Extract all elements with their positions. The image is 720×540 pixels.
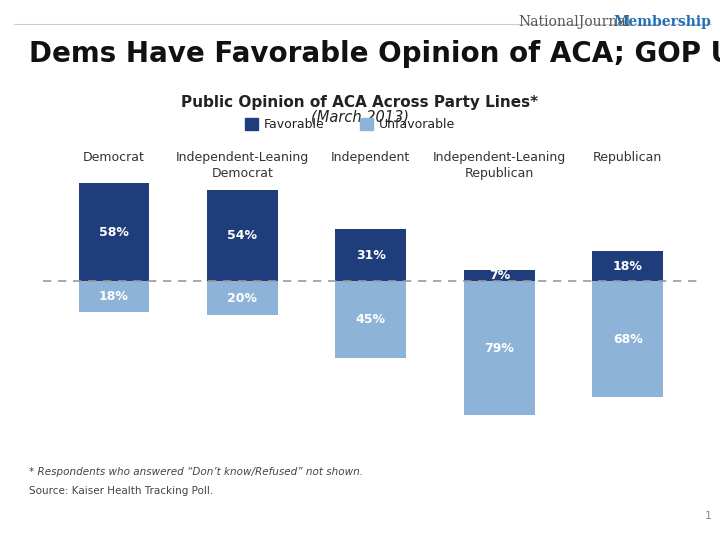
Bar: [78, 183, 149, 281]
Text: 79%: 79%: [485, 342, 514, 355]
Bar: [336, 281, 406, 357]
Text: 68%: 68%: [613, 333, 643, 346]
Text: 7%: 7%: [489, 269, 510, 282]
Bar: [593, 251, 663, 281]
Text: Independent-Leaning
Republican: Independent-Leaning Republican: [433, 151, 566, 180]
Text: 18%: 18%: [99, 290, 129, 303]
Text: Source: Kaiser Health Tracking Poll.: Source: Kaiser Health Tracking Poll.: [29, 486, 213, 496]
Bar: [593, 281, 663, 397]
Text: Democrat: Democrat: [83, 151, 145, 164]
Bar: [207, 281, 278, 315]
Bar: [464, 269, 534, 281]
Text: 18%: 18%: [613, 260, 643, 273]
Bar: [78, 281, 149, 312]
Text: Public Opinion of ACA Across Party Lines*: Public Opinion of ACA Across Party Lines…: [181, 94, 539, 110]
Text: NationalJournal: NationalJournal: [518, 15, 631, 29]
Text: Favorable: Favorable: [264, 118, 324, 131]
Bar: [336, 229, 406, 281]
Text: (March 2013): (March 2013): [311, 110, 409, 125]
Text: Independent-Leaning
Democrat: Independent-Leaning Democrat: [176, 151, 309, 180]
Bar: [207, 190, 278, 281]
Text: * Respondents who answered “Don’t know/Refused” not shown.: * Respondents who answered “Don’t know/R…: [29, 467, 363, 477]
Text: 54%: 54%: [228, 229, 257, 242]
Bar: [464, 281, 534, 415]
Text: Unfavorable: Unfavorable: [379, 118, 455, 131]
Text: 31%: 31%: [356, 248, 386, 261]
Text: 20%: 20%: [228, 292, 257, 305]
Text: Independent: Independent: [331, 151, 410, 164]
Text: Membership: Membership: [613, 15, 711, 29]
Text: Dems Have Favorable Opinion of ACA; GOP Unfavorable: Dems Have Favorable Opinion of ACA; GOP …: [29, 40, 720, 69]
Text: 45%: 45%: [356, 313, 386, 326]
Text: Republican: Republican: [593, 151, 662, 164]
Text: 1: 1: [704, 511, 711, 521]
Text: 58%: 58%: [99, 226, 129, 239]
